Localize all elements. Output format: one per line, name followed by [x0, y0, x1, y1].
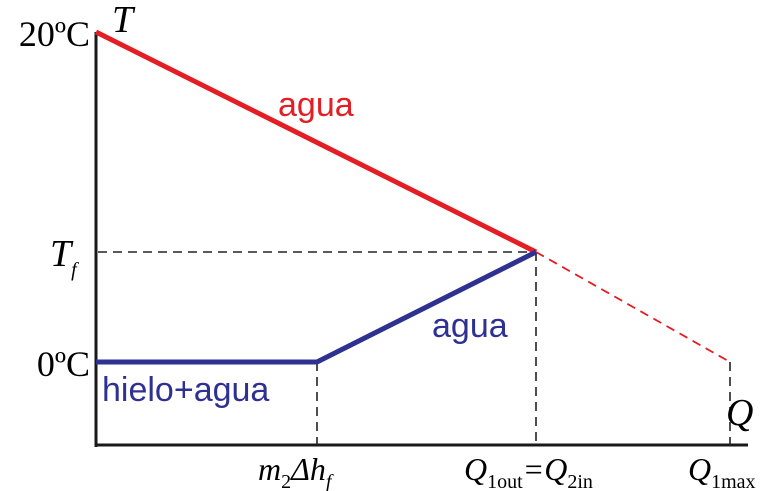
x-tick-part: Δh — [289, 451, 326, 487]
y-axis-label: T — [112, 0, 136, 41]
series-label-hielo-agua: hielo+agua — [102, 371, 269, 409]
series-red-line — [94, 29, 538, 255]
x-tick-part: Q — [688, 451, 711, 487]
x-tick-label-m2dhf: m2Δhf — [258, 451, 334, 491]
y-tick-label-tf: Tf — [50, 233, 79, 281]
series-label-red-agua: agua — [278, 86, 354, 124]
y-tick-label-20c: 20ºC — [19, 14, 90, 54]
y-tick-label-tf-sub: f — [71, 259, 79, 281]
x-tick-label-q1out-q2in: Q1out=Q2in — [464, 451, 593, 491]
x-tick-label-q1max: Q1max — [688, 451, 756, 491]
series-label-blue-agua: agua — [432, 307, 508, 345]
x-tick-part: 1out — [487, 471, 523, 491]
series-red-extension — [535, 251, 731, 363]
x-tick-part: 2 — [281, 471, 291, 491]
x-tick-part: 1max — [711, 471, 755, 491]
guide-lines — [98, 251, 731, 445]
x-tick-part: =Q — [523, 451, 568, 487]
series-blue-rise — [315, 249, 538, 365]
y-tick-label-0c: 0ºC — [37, 344, 90, 384]
x-tick-part: 2in — [567, 471, 593, 491]
x-tick-part: Q — [464, 451, 487, 487]
x-tick-part: m — [258, 451, 281, 487]
x-axis-label: Q — [726, 392, 753, 434]
x-tick-part: f — [326, 471, 334, 491]
y-tick-label-tf-main: T — [50, 233, 74, 275]
